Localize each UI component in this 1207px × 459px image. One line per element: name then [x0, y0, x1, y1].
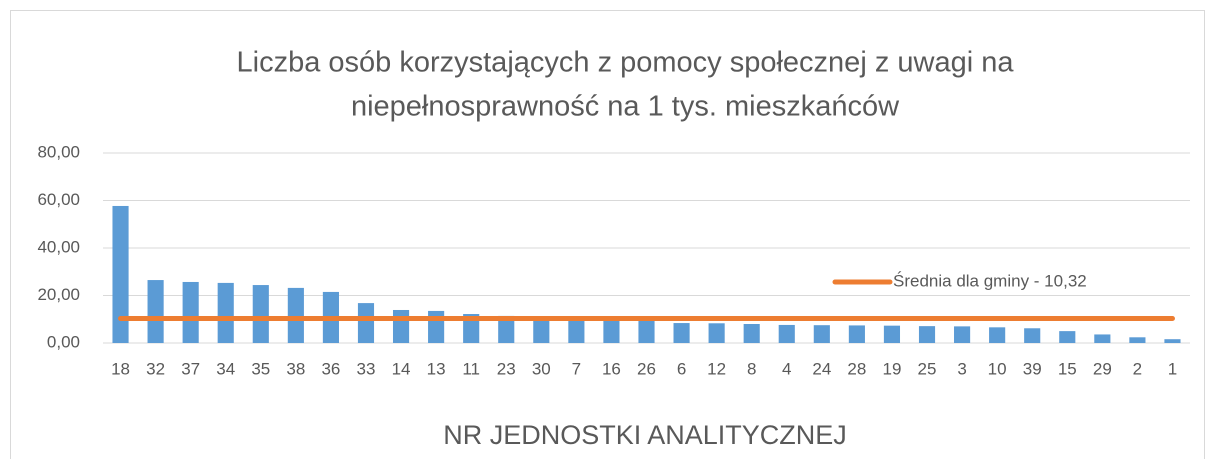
x-tick-label: 16 — [602, 359, 621, 378]
bar — [357, 303, 375, 343]
bar — [954, 326, 971, 343]
bar — [603, 319, 620, 343]
x-tick-label: 34 — [216, 359, 235, 378]
x-tick-label: 4 — [782, 359, 791, 378]
bar — [1024, 328, 1041, 343]
x-tick-label: 23 — [497, 359, 516, 378]
y-tick-label: 20,00 — [37, 285, 80, 304]
x-tick-label: 12 — [707, 359, 726, 378]
bar — [918, 326, 936, 343]
bar — [147, 280, 164, 343]
x-tick-label: 25 — [918, 359, 937, 378]
x-tick-label: 29 — [1093, 359, 1112, 378]
y-tick-label: 40,00 — [37, 237, 80, 256]
y-tick-label: 80,00 — [37, 142, 80, 161]
x-axis-label: NR JEDNOSTKI ANALITYCZNEJ — [443, 420, 847, 450]
y-tick-label: 0,00 — [47, 332, 80, 351]
bar — [638, 320, 655, 343]
x-tick-label: 28 — [847, 359, 866, 378]
x-tick-label: 33 — [357, 359, 376, 378]
bar — [1059, 331, 1076, 343]
bar — [217, 282, 234, 343]
bar — [533, 318, 550, 343]
x-tick-label: 1 — [1168, 359, 1177, 378]
chart-title: Liczba osób korzystających z pomocy społ… — [237, 47, 1015, 79]
x-tick-label: 39 — [1023, 359, 1042, 378]
x-tick-label: 10 — [988, 359, 1007, 378]
bar — [743, 324, 760, 343]
x-tick-label: 32 — [146, 359, 165, 378]
bar — [883, 325, 901, 343]
bar — [498, 315, 515, 343]
chart-title: niepełnosprawność na 1 tys. mieszkańców — [351, 91, 900, 123]
x-tick-label: 30 — [532, 359, 551, 378]
x-tick-label: 37 — [181, 359, 200, 378]
x-tick-label: 11 — [462, 359, 480, 378]
x-tick-label: 14 — [392, 359, 411, 378]
x-tick-label: 6 — [677, 359, 686, 378]
x-tick-label: 35 — [251, 359, 270, 378]
x-tick-label: 15 — [1058, 359, 1077, 378]
bar — [428, 310, 445, 343]
x-tick-label: 3 — [957, 359, 966, 378]
bar — [112, 205, 129, 343]
x-tick-label: 24 — [812, 359, 831, 378]
x-tick-label: 36 — [321, 359, 340, 378]
bar — [848, 325, 865, 343]
x-tick-label: 2 — [1133, 359, 1142, 378]
legend-label: Średnia dla gminy - 10,32 — [893, 271, 1087, 290]
bar — [463, 314, 480, 343]
y-tick-label: 60,00 — [37, 190, 80, 209]
bar — [287, 287, 304, 343]
bar — [673, 323, 690, 343]
chart-frame — [10, 10, 1205, 459]
x-tick-label: 13 — [427, 359, 446, 378]
bar — [1164, 339, 1181, 343]
bar — [252, 285, 269, 343]
bar — [1129, 337, 1146, 343]
bar — [568, 319, 585, 343]
x-tick-label: 26 — [637, 359, 656, 378]
bar — [813, 325, 830, 343]
bar — [989, 327, 1006, 343]
x-tick-label: 8 — [747, 359, 756, 378]
bar — [182, 281, 199, 343]
x-tick-label: 38 — [286, 359, 305, 378]
x-tick-label: 7 — [572, 359, 581, 378]
bar — [1094, 334, 1111, 343]
bar — [708, 323, 725, 343]
x-tick-label: 19 — [882, 359, 901, 378]
bar — [392, 309, 410, 343]
bar — [778, 324, 795, 343]
x-tick-label: 18 — [111, 359, 130, 378]
